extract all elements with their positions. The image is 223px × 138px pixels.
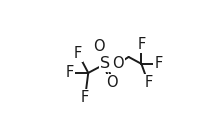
- Text: F: F: [66, 65, 74, 80]
- Text: F: F: [154, 56, 163, 71]
- Text: S: S: [100, 56, 110, 71]
- Text: F: F: [137, 37, 146, 52]
- Text: F: F: [74, 46, 82, 61]
- Text: F: F: [81, 90, 89, 105]
- Text: O: O: [106, 75, 118, 91]
- Text: O: O: [112, 56, 124, 71]
- Text: F: F: [144, 75, 152, 91]
- Text: O: O: [94, 39, 105, 54]
